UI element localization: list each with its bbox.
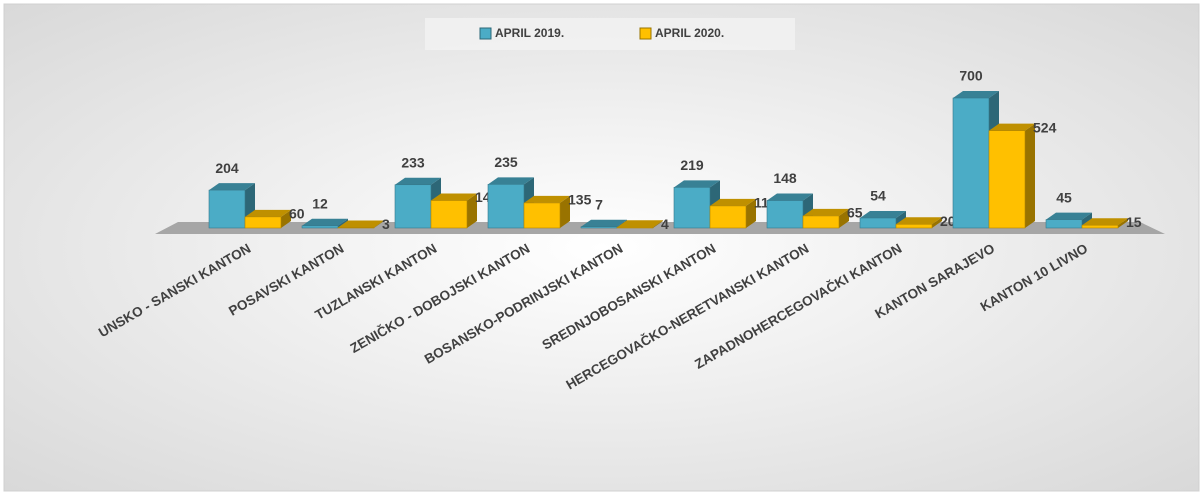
bar-front: [580, 226, 618, 229]
bar: [616, 220, 663, 229]
data-label: 65: [847, 205, 863, 221]
data-label: 12: [312, 195, 328, 211]
bar-front: [523, 202, 561, 229]
bar-front: [709, 205, 747, 229]
bar-front: [859, 217, 897, 229]
bar-top: [431, 193, 477, 201]
legend-label: APRIL 2020.: [655, 26, 724, 40]
bar-top: [524, 195, 570, 203]
bar: [802, 208, 849, 229]
bar-top: [245, 209, 291, 217]
data-label: 135: [568, 192, 592, 208]
bar: [244, 209, 291, 229]
chart-background: [3, 3, 1200, 492]
data-label: 524: [1033, 119, 1057, 135]
bar-front: [1045, 219, 1083, 229]
bar-top: [1082, 218, 1128, 226]
bar-top: [581, 219, 627, 227]
bar-top: [710, 198, 756, 206]
bar: [523, 195, 570, 229]
data-label: 15: [1126, 214, 1142, 230]
bar: [1081, 218, 1128, 229]
bar-top: [395, 177, 441, 185]
data-label: 148: [773, 170, 797, 186]
bar-top: [674, 180, 720, 188]
bar: [988, 123, 1035, 229]
data-label: 54: [870, 188, 886, 204]
bar-top: [989, 123, 1035, 131]
legend-label: APRIL 2019.: [495, 26, 564, 40]
bar-front: [1081, 224, 1119, 229]
data-label: 4: [661, 216, 669, 232]
bar-front: [208, 189, 246, 229]
bar-front: [394, 184, 432, 229]
bar-side: [839, 208, 849, 228]
legend-swatch: [479, 27, 492, 40]
bar-front: [988, 130, 1026, 229]
bar-top: [488, 177, 534, 185]
bar-front: [430, 200, 468, 229]
bar-side: [1118, 218, 1128, 228]
bar: [394, 177, 441, 229]
data-label: 45: [1056, 189, 1072, 205]
bar-top: [896, 217, 942, 225]
data-label: 60: [289, 206, 305, 222]
bar-front: [244, 216, 282, 229]
bar-front: [301, 225, 339, 229]
bar-side: [560, 195, 570, 228]
bar-front: [673, 187, 711, 229]
bar-side: [467, 193, 477, 228]
data-label: 700: [959, 68, 983, 84]
bar: [709, 198, 756, 229]
bar-side: [374, 220, 384, 228]
data-label: 20: [940, 213, 956, 229]
data-label: 233: [401, 154, 425, 170]
bar: [301, 218, 348, 229]
bar-front: [766, 200, 804, 229]
bar-top: [617, 220, 663, 228]
data-label: 204: [215, 160, 239, 176]
bar-front: [487, 184, 525, 229]
bar-top: [803, 208, 849, 216]
data-label: 235: [494, 154, 518, 170]
bar: [337, 220, 384, 229]
bar-top: [1046, 212, 1092, 220]
bar-top: [209, 183, 255, 191]
bar-top: [860, 210, 906, 218]
bar-top: [302, 218, 348, 226]
bar-side: [281, 209, 291, 228]
bar: [895, 217, 942, 229]
data-label: 219: [680, 157, 704, 173]
bar-front: [616, 226, 654, 229]
bar-front: [337, 227, 375, 229]
bar-front: [895, 223, 933, 229]
bar-side: [932, 217, 942, 228]
data-label: 3: [382, 216, 390, 232]
bar-top: [338, 220, 384, 228]
bar: [430, 193, 477, 229]
bar-top: [953, 91, 999, 98]
legend-swatch: [639, 27, 652, 40]
bar-side: [746, 198, 756, 228]
bar-front: [802, 215, 840, 229]
bar-front: [952, 97, 990, 229]
bar-top: [767, 193, 813, 201]
bar-side: [1025, 123, 1035, 228]
bar-side: [653, 220, 663, 228]
data-label: 7: [595, 196, 603, 212]
